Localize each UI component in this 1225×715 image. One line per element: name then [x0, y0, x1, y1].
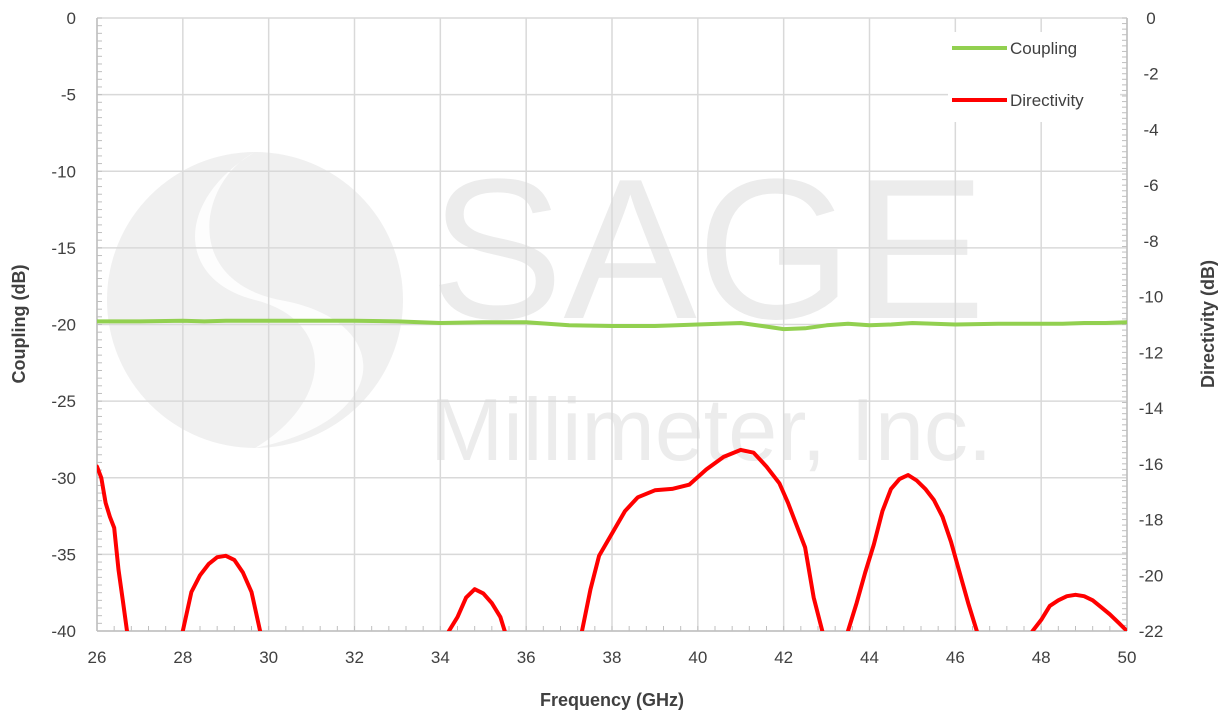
y2-tick-label: -10	[1139, 288, 1164, 307]
x-tick-label: 48	[1032, 648, 1051, 667]
y2-tick-label: -16	[1139, 455, 1164, 474]
watermark-logo-swoosh	[195, 152, 364, 448]
y2-axis-title: Directivity (dB)	[1198, 260, 1218, 388]
x-tick-labels: 26 28 30 32 34 36 38 40 42 44 46 48 50	[88, 648, 1137, 667]
series-line-directivity	[1030, 592, 1127, 631]
y-tick-label: -5	[61, 86, 76, 105]
x-tick-label: 28	[173, 648, 192, 667]
x-tick-label: 44	[860, 648, 879, 667]
gridlines	[96, 17, 1128, 632]
x-tick-label: 46	[946, 648, 965, 667]
legend-label-directivity: Directivity	[1010, 91, 1084, 110]
y-axis-title: Coupling (dB)	[9, 265, 29, 384]
watermark: SAGE Millimeter, Inc.	[107, 138, 992, 479]
x-tick-label: 32	[345, 648, 364, 667]
y-tick-label: -30	[51, 469, 76, 488]
x-tick-label: 26	[88, 648, 107, 667]
series-line-directivity	[580, 447, 825, 631]
x-tick-label: 38	[603, 648, 622, 667]
legend: Coupling Directivity	[948, 32, 1120, 122]
y-tick-label: -15	[51, 239, 76, 258]
y2-tick-label: -6	[1143, 176, 1158, 195]
series-line-directivity	[180, 553, 263, 631]
y2-tick-labels: 0 -2 -4 -6 -8 -10 -12 -14 -16 -18 -20 -22	[1139, 9, 1164, 641]
watermark-line2: Millimeter, Inc.	[430, 380, 992, 479]
y2-tick-label: -18	[1139, 511, 1164, 530]
series-line-coupling	[97, 318, 1127, 332]
y2-tick-label: -20	[1139, 566, 1164, 585]
y2-tick-label: -14	[1139, 399, 1164, 418]
y-tick-label: -25	[51, 392, 76, 411]
x-tick-label: 30	[259, 648, 278, 667]
x-tick-label: 36	[517, 648, 536, 667]
y2-tick-label: -8	[1143, 232, 1158, 251]
series-line-directivity	[97, 464, 129, 631]
x-tick-label: 40	[688, 648, 707, 667]
x-axis-title: Frequency (GHz)	[540, 690, 684, 710]
series-layer	[97, 318, 1127, 631]
y-tick-labels: 0 -5 -10 -15 -20 -25 -30 -35 -40	[51, 9, 76, 641]
y-tick-label: -35	[51, 545, 76, 564]
y2-tick-label: -12	[1139, 343, 1164, 362]
x-tick-label: 34	[431, 648, 450, 667]
y-tick-label: -10	[51, 162, 76, 181]
y-tick-label: -20	[51, 316, 76, 335]
series-line-directivity	[846, 473, 979, 631]
series-line-directivity	[446, 587, 507, 631]
y2-tick-label: -22	[1139, 622, 1164, 641]
legend-label-coupling: Coupling	[1010, 39, 1077, 58]
minor-ticks	[96, 17, 1128, 632]
y2-tick-label: 0	[1146, 9, 1155, 28]
x-tick-label: 42	[774, 648, 793, 667]
y2-tick-label: -2	[1143, 65, 1158, 84]
x-tick-label: 50	[1118, 648, 1137, 667]
y-tick-label: 0	[67, 9, 76, 28]
y2-tick-label: -4	[1143, 120, 1158, 139]
y-tick-label: -40	[51, 622, 76, 641]
